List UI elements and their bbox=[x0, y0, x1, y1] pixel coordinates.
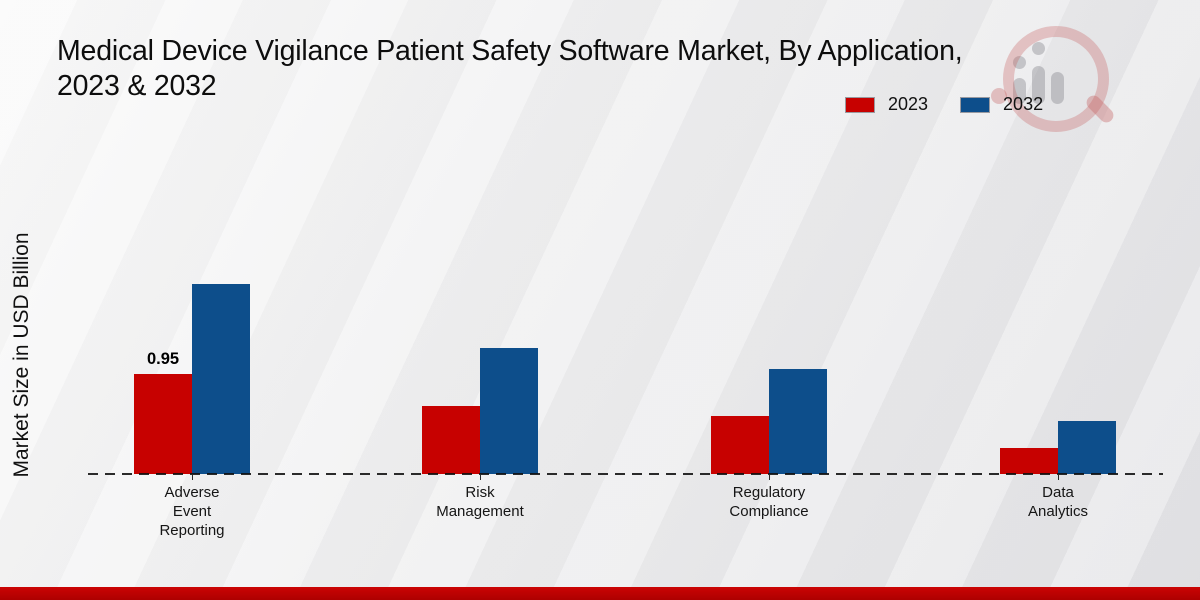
chart-title: Medical Device Vigilance Patient Safety … bbox=[57, 34, 963, 104]
axis-tick bbox=[480, 475, 481, 480]
bar-2032-risk-management bbox=[480, 348, 538, 474]
bar-2023-data-analytics bbox=[1000, 448, 1058, 474]
bar-2032-data-analytics bbox=[1058, 421, 1116, 474]
chart-title-line1: Medical Device Vigilance Patient Safety … bbox=[57, 35, 963, 67]
bar-2032-regulatory-compliance bbox=[769, 369, 827, 474]
chart-title-line2: 2023 & 2032 bbox=[57, 69, 217, 102]
category-label-adverse-event-reporting: Adverse Event Reporting bbox=[159, 484, 225, 539]
bar-2023-adverse-event-reporting bbox=[134, 374, 192, 474]
footer-band bbox=[0, 587, 1200, 600]
axis-tick bbox=[192, 475, 193, 480]
legend-item-2023: 2023 bbox=[845, 94, 928, 115]
watermark-logo bbox=[991, 26, 1117, 132]
bar-2023-regulatory-compliance bbox=[711, 416, 769, 474]
legend-label-2032: 2032 bbox=[1003, 94, 1044, 114]
data-label-2023-adverse-event-reporting: 0.95 bbox=[146, 349, 180, 368]
legend: 2023 2032 bbox=[845, 94, 1043, 115]
category-label-regulatory-compliance: Regulatory Compliance bbox=[729, 484, 809, 520]
bar-2032-adverse-event-reporting bbox=[192, 284, 250, 474]
bar-2023-risk-management bbox=[422, 406, 480, 474]
axis-tick bbox=[769, 475, 770, 480]
category-label-risk-management: Risk Management bbox=[436, 484, 524, 520]
x-axis-baseline bbox=[88, 473, 1163, 475]
axis-tick bbox=[1058, 475, 1059, 480]
legend-swatch-2023 bbox=[845, 96, 875, 113]
legend-item-2032: 2032 bbox=[960, 94, 1043, 115]
category-label-data-analytics: Data Analytics bbox=[1027, 484, 1089, 520]
legend-label-2023: 2023 bbox=[888, 94, 929, 114]
watermark-blob bbox=[991, 88, 1007, 104]
magnifier-icon bbox=[1003, 26, 1109, 132]
y-axis-label: Market Size in USD Billion bbox=[10, 232, 33, 478]
legend-swatch-2032 bbox=[960, 96, 991, 113]
